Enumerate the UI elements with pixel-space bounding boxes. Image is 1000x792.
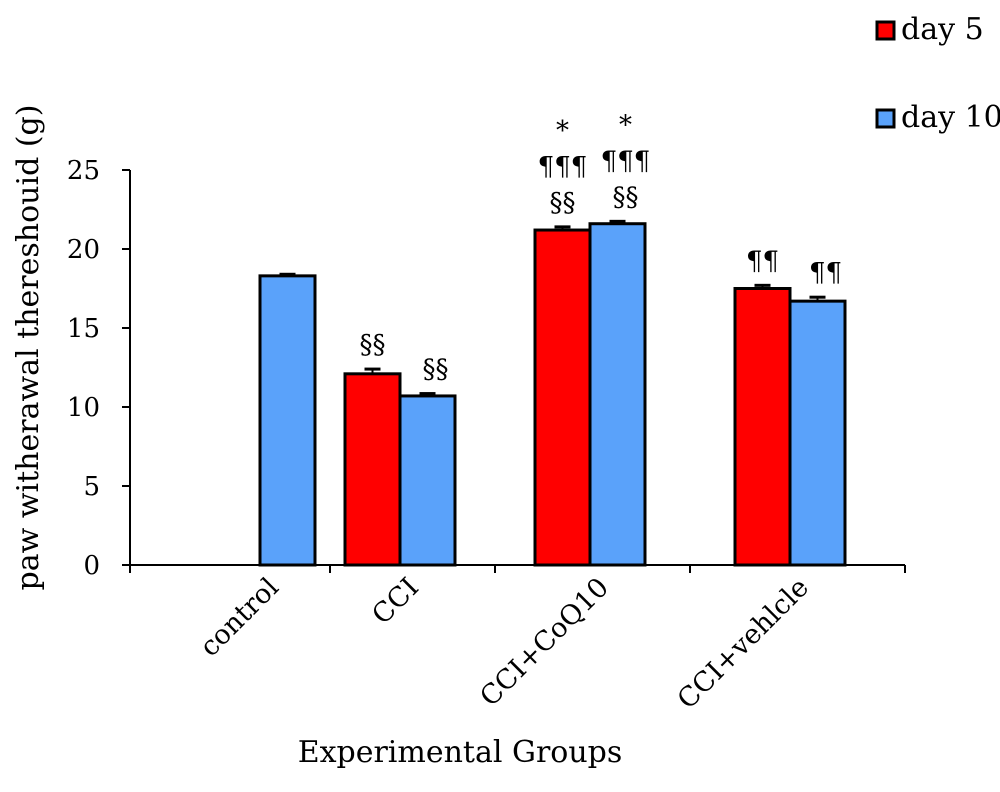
y-tick-label: 0 — [83, 551, 100, 581]
y-tick-label: 20 — [67, 235, 100, 265]
legend: day 5 day 10 — [875, 12, 1000, 135]
y-ticks: 0 5 10 15 20 25 — [67, 156, 906, 581]
bar — [788, 299, 847, 567]
significance-label: §§ — [550, 188, 576, 218]
significance-label: §§ — [613, 182, 639, 212]
y-tick-label: 10 — [67, 393, 100, 423]
legend-label: day 5 — [901, 12, 984, 47]
bar — [533, 228, 592, 567]
bar — [258, 274, 317, 567]
y-tick-label: 25 — [67, 156, 100, 186]
bar — [588, 222, 647, 567]
significance-annotations: §§ * ¶¶¶ §§ ¶¶ §§ * ¶¶¶ §§ ¶¶ — [360, 110, 843, 384]
significance-label: * — [556, 116, 569, 146]
category-label: control — [194, 572, 285, 663]
category-label: CCI+vehlcle — [672, 572, 815, 715]
significance-label: §§ — [423, 355, 449, 385]
legend-label: day 10 — [901, 100, 1000, 135]
category-label: CCI — [366, 572, 425, 631]
bar — [343, 372, 402, 567]
y-axis-title: paw witherawal thereshouid (g) — [11, 105, 46, 591]
axes-layer — [129, 170, 905, 566]
x-axis-title: Experimental Groups — [298, 735, 623, 770]
significance-label: §§ — [360, 330, 386, 360]
legend-swatch — [875, 20, 896, 41]
significance-label: ¶¶¶ — [538, 152, 588, 182]
significance-label: ¶¶¶ — [601, 146, 651, 176]
significance-label: ¶¶ — [809, 258, 842, 288]
significance-label: ¶¶ — [746, 246, 779, 276]
category-labels: control CCI CCI+CoQ10 CCI+vehlcle — [194, 572, 815, 715]
bar — [398, 394, 457, 567]
y-tick-label: 15 — [67, 314, 100, 344]
category-label: CCI+CoQ10 — [474, 572, 615, 713]
bars-layer — [258, 219, 847, 567]
significance-label: * — [619, 110, 632, 140]
legend-swatch — [875, 108, 896, 129]
bar — [733, 287, 792, 567]
y-tick-label: 5 — [83, 472, 100, 502]
